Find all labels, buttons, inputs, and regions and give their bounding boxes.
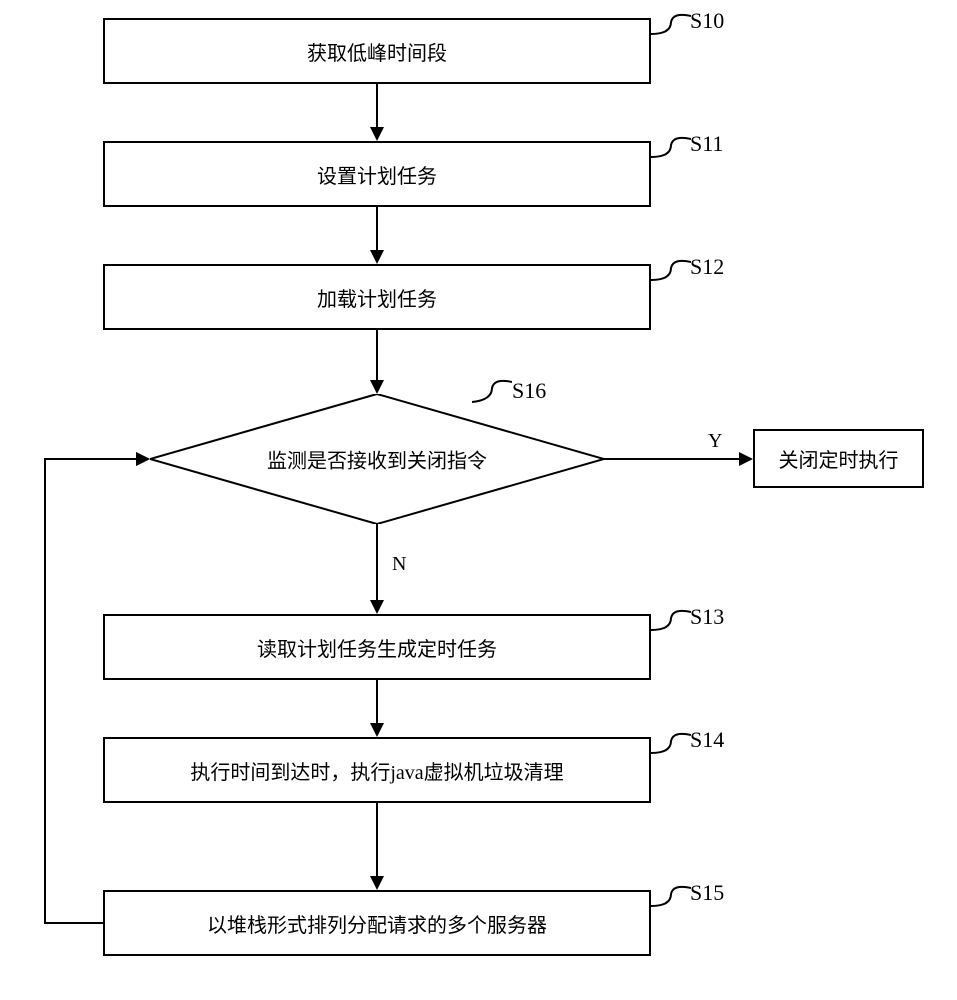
curve-s16: [472, 376, 512, 410]
curve-s15: [651, 884, 691, 918]
node-s10: 获取低峰时间段: [103, 18, 651, 84]
curve-s11: [651, 135, 691, 169]
curve-s10: [651, 12, 691, 46]
node-s13-label: 读取计划任务生成定时任务: [257, 633, 497, 662]
arrowhead-s16-s13: [370, 600, 384, 614]
arrow-s13-s14: [376, 680, 378, 723]
step-label-s13: S13: [690, 604, 724, 630]
arrowhead-s16-close: [739, 452, 753, 466]
step-label-s12: S12: [690, 254, 724, 280]
node-s10-label: 获取低峰时间段: [307, 37, 447, 66]
loop-connector: [30, 445, 160, 935]
step-label-s10: S10: [690, 8, 724, 34]
arrow-s12-s16: [376, 330, 378, 380]
node-s15-label: 以堆栈形式排列分配请求的多个服务器: [207, 909, 547, 938]
step-label-s11: S11: [690, 131, 723, 157]
arrow-s16-s13: [376, 524, 378, 600]
curve-s14: [651, 731, 691, 765]
curve-s12: [651, 258, 691, 292]
node-s14-label: 执行时间到达时，执行java虚拟机垃圾清理: [190, 756, 563, 785]
step-label-s14: S14: [690, 727, 724, 753]
node-s11-label: 设置计划任务: [317, 160, 437, 189]
node-s16: 监测是否接收到关闭指令: [150, 394, 604, 524]
node-s14: 执行时间到达时，执行java虚拟机垃圾清理: [103, 737, 651, 803]
arrow-s10-s11: [376, 84, 378, 127]
arrowhead-s14-s15: [370, 876, 384, 890]
node-close: 关闭定时执行: [753, 429, 924, 488]
arrow-s11-s12: [376, 207, 378, 250]
node-s12: 加载计划任务: [103, 264, 651, 330]
node-s13: 读取计划任务生成定时任务: [103, 614, 651, 680]
arrowhead-s11-s12: [370, 250, 384, 264]
curve-s13: [651, 608, 691, 642]
node-s11: 设置计划任务: [103, 141, 651, 207]
label-y: Y: [708, 430, 722, 453]
node-close-label: 关闭定时执行: [779, 444, 899, 473]
step-label-s15: S15: [690, 880, 724, 906]
arrowhead-s12-s16: [370, 380, 384, 394]
step-label-s16: S16: [512, 378, 546, 404]
arrowhead-s13-s14: [370, 723, 384, 737]
arrow-s14-s15: [376, 803, 378, 876]
arrowhead-s10-s11: [370, 127, 384, 141]
node-s15: 以堆栈形式排列分配请求的多个服务器: [103, 890, 651, 956]
node-s16-label: 监测是否接收到关闭指令: [267, 451, 487, 473]
node-s12-label: 加载计划任务: [317, 283, 437, 312]
label-n: N: [392, 553, 406, 576]
arrow-s16-close: [604, 458, 739, 460]
